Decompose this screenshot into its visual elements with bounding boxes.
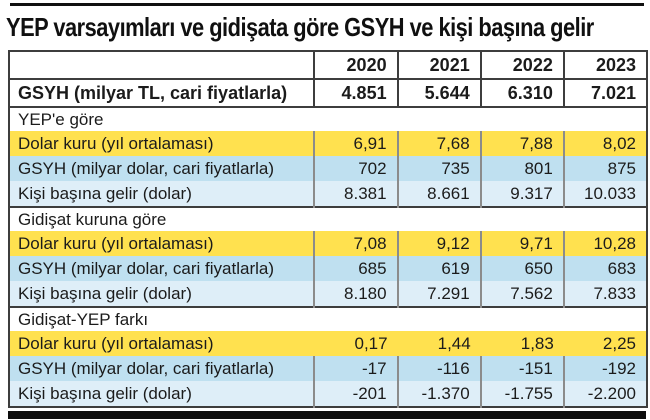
value-cell: 7.562	[479, 281, 564, 307]
section-header: Gidişat-YEP farkı	[9, 306, 647, 331]
value-cell: 1,83	[480, 331, 564, 356]
section-header-row: YEP'e göre	[9, 107, 647, 131]
value-cell: 685	[313, 256, 398, 281]
row-label: Kişi başına gelir (dolar)	[9, 381, 315, 407]
table-row: Dolar kuru (yıl ortalaması) 0,17 1,44 1,…	[9, 331, 647, 356]
value-cell: 702	[313, 156, 398, 181]
table-row: Kişi başına gelir (dolar) 8.381 8.661 9.…	[9, 181, 647, 207]
table-row: Dolar kuru (yıl ortalaması) 7,08 9,12 9,…	[9, 231, 647, 256]
value-cell: 0,17	[314, 331, 398, 356]
value-cell: 7.291	[396, 281, 481, 307]
value-cell: 8.661	[396, 181, 481, 207]
value-cell: 650	[479, 256, 564, 281]
table-row: GSYH (milyar dolar, cari fiyatlarla) 685…	[9, 256, 647, 281]
row-label: Kişi başına gelir (dolar)	[9, 181, 315, 207]
newspaper-table-graphic: YEP varsayımları ve gidişata göre GSYH v…	[0, 3, 650, 419]
value-cell: 10,28	[562, 231, 647, 256]
row-label: Dolar kuru (yıl ortalaması)	[9, 231, 315, 256]
value-cell: -1.370	[396, 381, 481, 407]
value-cell: -17	[313, 356, 398, 381]
year-header-2022: 2022	[479, 51, 564, 80]
value-cell: -151	[479, 356, 564, 381]
year-header-2023: 2023	[562, 51, 647, 80]
value-cell: 7,08	[313, 231, 398, 256]
top-rule	[10, 3, 644, 6]
value-cell: 735	[396, 156, 481, 181]
value-cell: 683	[562, 256, 647, 281]
value-cell: 801	[479, 156, 564, 181]
year-header-2020: 2020	[313, 51, 398, 80]
value-cell: 9,71	[479, 231, 564, 256]
value-cell: -116	[396, 356, 481, 381]
value-cell: 10.033	[562, 181, 647, 207]
value-cell: -192	[562, 356, 647, 381]
value-cell: 8.381	[313, 181, 398, 207]
value-cell: 9.317	[479, 181, 564, 207]
value-cell: 1,44	[397, 331, 481, 356]
value-cell: 6,91	[313, 131, 398, 156]
page-title: YEP varsayımları ve gidişata göre GSYH v…	[6, 12, 594, 42]
row-label: GSYH (milyar dolar, cari fiyatlarla)	[9, 156, 315, 181]
value-cell: 2,25	[563, 331, 647, 356]
value-cell: -2.200	[562, 381, 647, 407]
value-cell: 9,12	[396, 231, 481, 256]
bottom-rule	[8, 411, 646, 419]
section-header: YEP'e göre	[9, 107, 647, 131]
table-row: GSYH (milyar dolar, cari fiyatlarla) -17…	[9, 356, 647, 381]
section-header-row: Gidişat kuruna göre	[9, 206, 647, 231]
year-header-row: 2020 2021 2022 2023	[9, 51, 647, 80]
row-label: Dolar kuru (yıl ortalaması)	[9, 131, 315, 156]
value-cell: 619	[396, 256, 481, 281]
table-row: Kişi başına gelir (dolar) 8.180 7.291 7.…	[9, 281, 647, 307]
section-header-row: Gidişat-YEP farkı	[9, 306, 647, 331]
value-cell: 7,88	[479, 131, 564, 156]
value-cell: 6.310	[479, 79, 564, 108]
row-label: GSYH (milyar dolar, cari fiyatlarla)	[9, 256, 315, 281]
value-cell: 7.833	[562, 281, 647, 307]
year-header-2021: 2021	[396, 51, 481, 80]
value-cell: 4.851	[313, 79, 398, 108]
value-cell: -201	[313, 381, 398, 407]
row-label: Kişi başına gelir (dolar)	[9, 281, 315, 307]
table-row: Kişi başına gelir (dolar) -201 -1.370 -1…	[9, 381, 647, 407]
value-cell: 8.180	[313, 281, 398, 307]
row-label: Dolar kuru (yıl ortalaması)	[9, 331, 315, 356]
value-cell: 5.644	[396, 79, 481, 108]
row-label: GSYH (milyar dolar, cari fiyatlarla)	[9, 356, 315, 381]
row-label: GSYH (milyar TL, cari fiyatlarla)	[9, 79, 315, 108]
value-cell: -1.755	[479, 381, 564, 407]
value-cell: 8,02	[562, 131, 647, 156]
value-cell: 7,68	[396, 131, 481, 156]
value-cell: 875	[562, 156, 647, 181]
table-row: GSYH (milyar dolar, cari fiyatlarla) 702…	[9, 156, 647, 181]
corner-empty-cell	[9, 51, 315, 80]
value-cell: 7.021	[562, 79, 647, 108]
data-table: 2020 2021 2022 2023 GSYH (milyar TL, car…	[8, 50, 648, 408]
table-row: Dolar kuru (yıl ortalaması) 6,91 7,68 7,…	[9, 131, 647, 156]
section-header: Gidişat kuruna göre	[9, 206, 647, 231]
gsyh-tl-row: GSYH (milyar TL, cari fiyatlarla) 4.851 …	[9, 79, 647, 108]
